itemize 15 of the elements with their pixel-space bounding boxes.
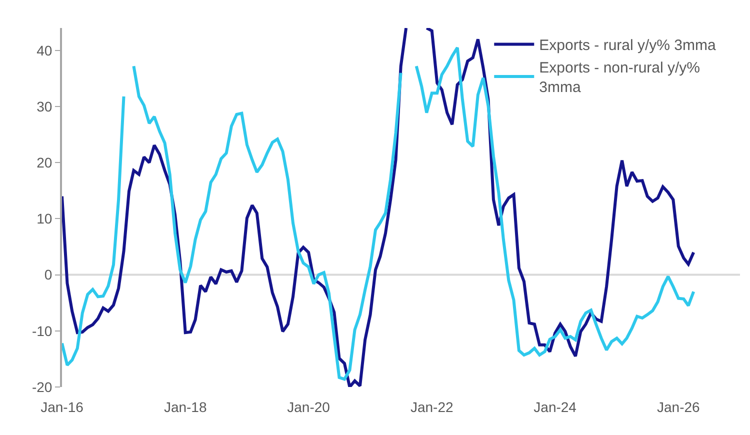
y-tick-label: 20 [36,154,52,171]
y-tick-label: 30 [36,98,52,114]
x-tick-label: Jan-26 [657,399,700,415]
x-tick-label: Jan-16 [40,399,84,415]
y-tick-label: -10 [32,322,52,339]
y-tick-label: 0 [44,266,52,283]
x-tick-label: Jan-22 [410,399,454,415]
y-tick-label: -20 [32,378,52,395]
x-tick-label: Jan-20 [287,399,330,415]
legend-label: Exports - non-rural y/y% 3mma [539,60,700,96]
y-tick-label: 40 [36,42,52,58]
x-tick-label: Jan-18 [164,399,207,415]
x-tick-label: Jan-24 [534,399,577,415]
y-tick-label: 10 [36,210,52,227]
legend-label: Exports - rural y/y% 3mma [539,37,716,54]
